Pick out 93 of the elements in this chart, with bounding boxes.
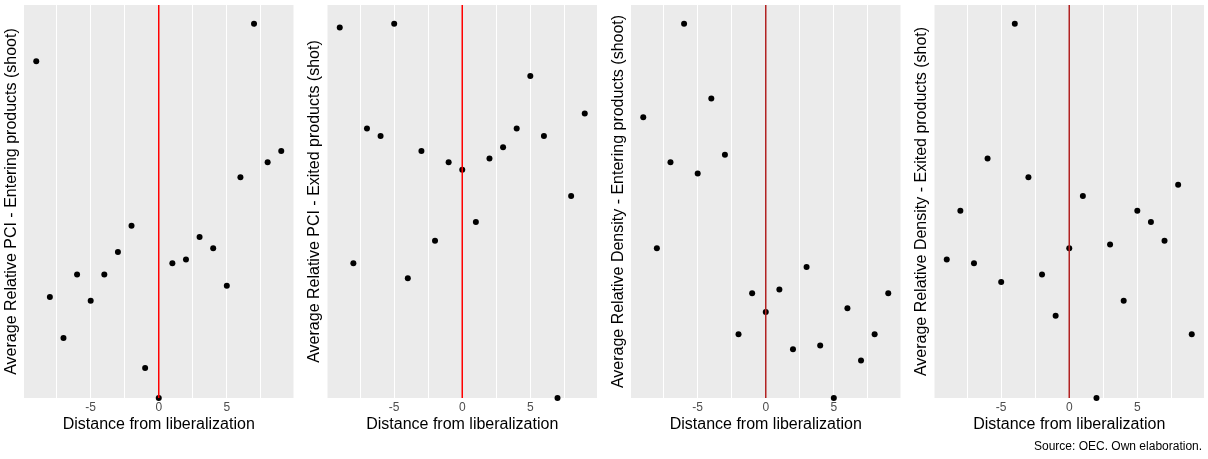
point: [735, 331, 742, 338]
point: [970, 260, 977, 267]
point: [1161, 237, 1168, 244]
point: [830, 395, 837, 401]
point: [87, 297, 94, 304]
x-axis-title: Distance from liberalization: [973, 414, 1166, 432]
point: [1011, 20, 1018, 27]
point: [885, 290, 892, 297]
point: [182, 256, 189, 263]
point: [237, 174, 244, 181]
point: [278, 147, 285, 154]
point: [581, 110, 588, 117]
point: [667, 159, 674, 166]
source-note: Source: OEC. Own elaboration.: [1034, 439, 1203, 453]
point: [33, 58, 40, 65]
point: [210, 245, 217, 252]
point: [251, 20, 258, 27]
x-tick-label: 5: [526, 400, 534, 414]
x-tick-label: 5: [1133, 400, 1141, 414]
x-tick-label: 5: [223, 400, 231, 414]
x-tick-label: 0: [458, 400, 466, 414]
point: [789, 346, 796, 353]
point: [223, 282, 230, 289]
point: [984, 155, 991, 162]
point: [500, 144, 507, 151]
x-tick-label: -5: [995, 400, 1007, 414]
point: [681, 20, 688, 27]
point: [196, 234, 203, 241]
y-axis-title: Average Relative Density - Entering products (shoot): [608, 14, 626, 389]
point: [486, 155, 493, 162]
point: [776, 286, 783, 293]
x-tick-label: 0: [762, 400, 770, 414]
point: [568, 192, 575, 199]
point: [1025, 174, 1032, 181]
point: [114, 249, 121, 256]
point: [1107, 241, 1114, 248]
point: [653, 245, 660, 252]
x-tick-label: 0: [1065, 400, 1073, 414]
point: [554, 395, 561, 401]
point: [418, 147, 425, 154]
point: [694, 170, 701, 177]
point: [513, 125, 520, 132]
point: [858, 357, 865, 364]
point: [527, 73, 534, 80]
point: [404, 275, 411, 282]
point: [264, 159, 271, 166]
point: [640, 114, 647, 121]
point: [749, 290, 756, 297]
point: [336, 24, 343, 31]
point: [391, 20, 398, 27]
point: [998, 278, 1005, 285]
point: [142, 365, 149, 372]
point: [1079, 192, 1086, 199]
point: [1188, 331, 1195, 338]
x-tick-label: -5: [692, 400, 704, 414]
x-tick-label: 0: [155, 400, 163, 414]
y-axis-title: Average Relative PCI - Entering products (shoot): [1, 28, 19, 375]
point: [101, 271, 108, 278]
point: [363, 125, 370, 132]
point: [169, 260, 176, 267]
y-axis-title: Average Relative PCI - Exited products (shot): [305, 40, 323, 363]
point: [803, 264, 810, 270]
point: [721, 151, 728, 158]
point: [540, 133, 547, 139]
point: [1147, 219, 1154, 226]
point: [472, 219, 479, 226]
point: [943, 256, 950, 263]
y-axis-title: Average Relative Density - Exited products (shot): [912, 26, 930, 377]
point: [1175, 181, 1182, 188]
x-axis-title: Distance from liberalization: [366, 414, 559, 432]
x-axis-title: Distance from liberalization: [62, 414, 255, 432]
point: [1039, 271, 1046, 278]
point: [708, 95, 715, 102]
point: [817, 342, 824, 349]
point: [432, 237, 439, 244]
point: [46, 293, 53, 300]
point: [1052, 312, 1059, 319]
point: [871, 331, 878, 338]
point: [844, 305, 851, 312]
x-tick-label: -5: [388, 400, 400, 414]
point: [128, 222, 135, 229]
point: [957, 207, 964, 214]
x-tick-label: 5: [830, 400, 838, 414]
point: [60, 335, 67, 342]
point: [377, 133, 384, 139]
point: [445, 159, 452, 166]
x-tick-label: -5: [85, 400, 97, 414]
point: [74, 271, 81, 278]
point: [1134, 207, 1141, 214]
point: [1120, 297, 1127, 304]
x-axis-title: Distance from liberalization: [669, 414, 862, 432]
point: [350, 260, 357, 267]
point: [1093, 395, 1100, 401]
